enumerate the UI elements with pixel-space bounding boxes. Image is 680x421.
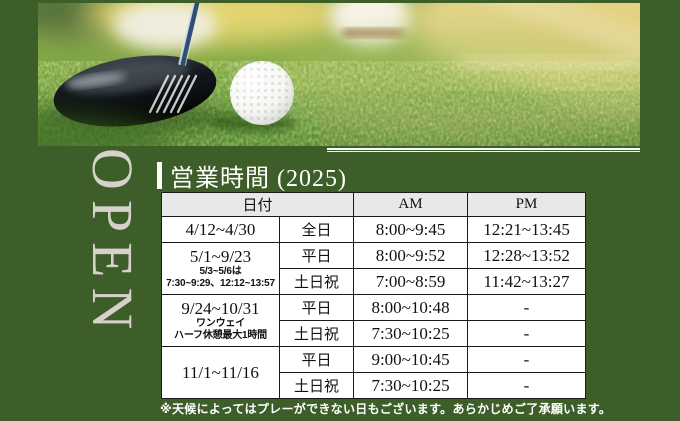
business-hours-table: 日付 AM PM 4/12~4/30 全日 8:00~9:45 12:21~13…: [160, 192, 587, 399]
date-cell: 5/1~9/23 5/3~5/6は 7:30~9:29、12:12~13:57: [161, 242, 280, 295]
pm-hours-cell: -: [467, 294, 587, 321]
title-accent-bar: [157, 162, 162, 189]
open-vertical-label: OPEN: [80, 148, 145, 340]
light-ray: [443, 3, 640, 82]
header-date: 日付: [160, 192, 355, 217]
table-header-row: 日付 AM PM: [160, 192, 587, 217]
photo-underline-accent: [327, 148, 640, 150]
day-type-cell: 平日: [278, 294, 355, 321]
date-range: 11/1~11/16: [182, 363, 259, 382]
date-range: 5/1~9/23: [189, 247, 252, 266]
date-range: 9/24~10/31: [181, 299, 260, 318]
day-type-cell: 全日: [278, 216, 355, 243]
header-am: AM: [353, 192, 469, 217]
golf-ball-dimples: [230, 61, 294, 125]
table-row: 11/1~11/16 平日 9:00~10:45 -: [161, 346, 587, 399]
date-note: ワンウェイ: [196, 318, 245, 329]
am-hours-cell: 8:00~9:45: [353, 216, 469, 243]
date-note: 5/3~5/6は: [199, 266, 242, 277]
am-hours-cell: 7:30~10:25: [353, 372, 469, 399]
date-cell: 9/24~10/31 ワンウェイ ハーフ休憩最大1時間: [161, 294, 280, 347]
am-hours-cell: 8:00~10:48: [353, 294, 469, 321]
day-type-cell: 平日: [278, 242, 355, 269]
club-face-grooves: [148, 74, 198, 114]
date-note: ハーフ休憩最大1時間: [174, 330, 267, 341]
table-row: 土日祝 7:30~10:25 -: [162, 320, 587, 347]
day-type-cell: 土日祝: [278, 268, 355, 295]
table-row: 土日祝 7:00~8:59 11:42~13:27: [162, 268, 587, 295]
pm-hours-cell: -: [467, 346, 587, 373]
pm-hours-cell: 12:21~13:45: [467, 216, 587, 243]
golf-photo: [38, 3, 640, 146]
table-row: 土日祝 7:30~10:25 -: [162, 372, 587, 399]
pm-hours-cell: 12:28~13:52: [467, 242, 587, 269]
page-title: 営業時間 (2025): [170, 166, 347, 192]
golf-club-shaft: [178, 3, 201, 66]
date-note: 7:30~9:29、12:12~13:57: [166, 278, 275, 289]
section-title: 営業時間 (2025): [157, 158, 347, 193]
blurred-golfer-shoe-left: [113, 3, 217, 49]
date-cell: 11/1~11/16: [161, 346, 280, 399]
header-pm: PM: [467, 192, 587, 217]
pm-hours-cell: -: [467, 320, 587, 347]
pm-hours-cell: -: [467, 372, 587, 399]
am-hours-cell: 7:30~10:25: [353, 320, 469, 347]
table-row: 9/24~10/31 ワンウェイ ハーフ休憩最大1時間 平日 8:00~10:4…: [161, 294, 587, 347]
weather-disclaimer: ※天候によってはプレーができない日もございます。あらかじめご了承願います。: [160, 402, 612, 416]
golf-club-head: [53, 55, 217, 127]
am-hours-cell: 9:00~10:45: [353, 346, 469, 373]
day-type-cell: 土日祝: [278, 372, 355, 399]
am-hours-cell: 8:00~9:52: [353, 242, 469, 269]
date-cell: 4/12~4/30: [161, 216, 280, 243]
table-row: 5/1~9/23 5/3~5/6は 7:30~9:29、12:12~13:57 …: [161, 242, 587, 295]
am-hours-cell: 7:00~8:59: [353, 268, 469, 295]
table-row: 4/12~4/30 全日 8:00~9:45 12:21~13:45: [161, 216, 587, 243]
pm-hours-cell: 11:42~13:27: [467, 268, 587, 295]
date-range: 4/12~4/30: [185, 220, 256, 239]
day-type-cell: 平日: [278, 346, 355, 373]
day-type-cell: 土日祝: [278, 320, 355, 347]
photo-underline-accent-thin: [327, 151, 640, 152]
